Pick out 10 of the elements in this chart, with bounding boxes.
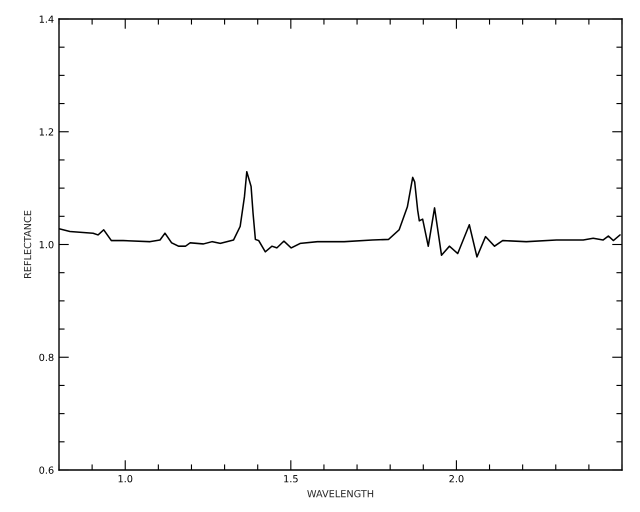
y-tick-label: 0.8	[39, 354, 54, 362]
x-axis-title: WAVELENGTH	[307, 490, 374, 498]
x-tick-label: 1.0	[118, 475, 132, 482]
x-tick-label: 1.5	[284, 475, 298, 482]
y-tick-label: 1.0	[40, 240, 54, 248]
y-tick-label: 0.6	[39, 466, 54, 474]
y-axis-title: REFLECTANCE	[24, 210, 32, 278]
x-tick-label: 2.0	[449, 475, 464, 482]
y-tick-label: 1.2	[40, 128, 54, 136]
y-tick-label: 1.4	[40, 16, 54, 23]
